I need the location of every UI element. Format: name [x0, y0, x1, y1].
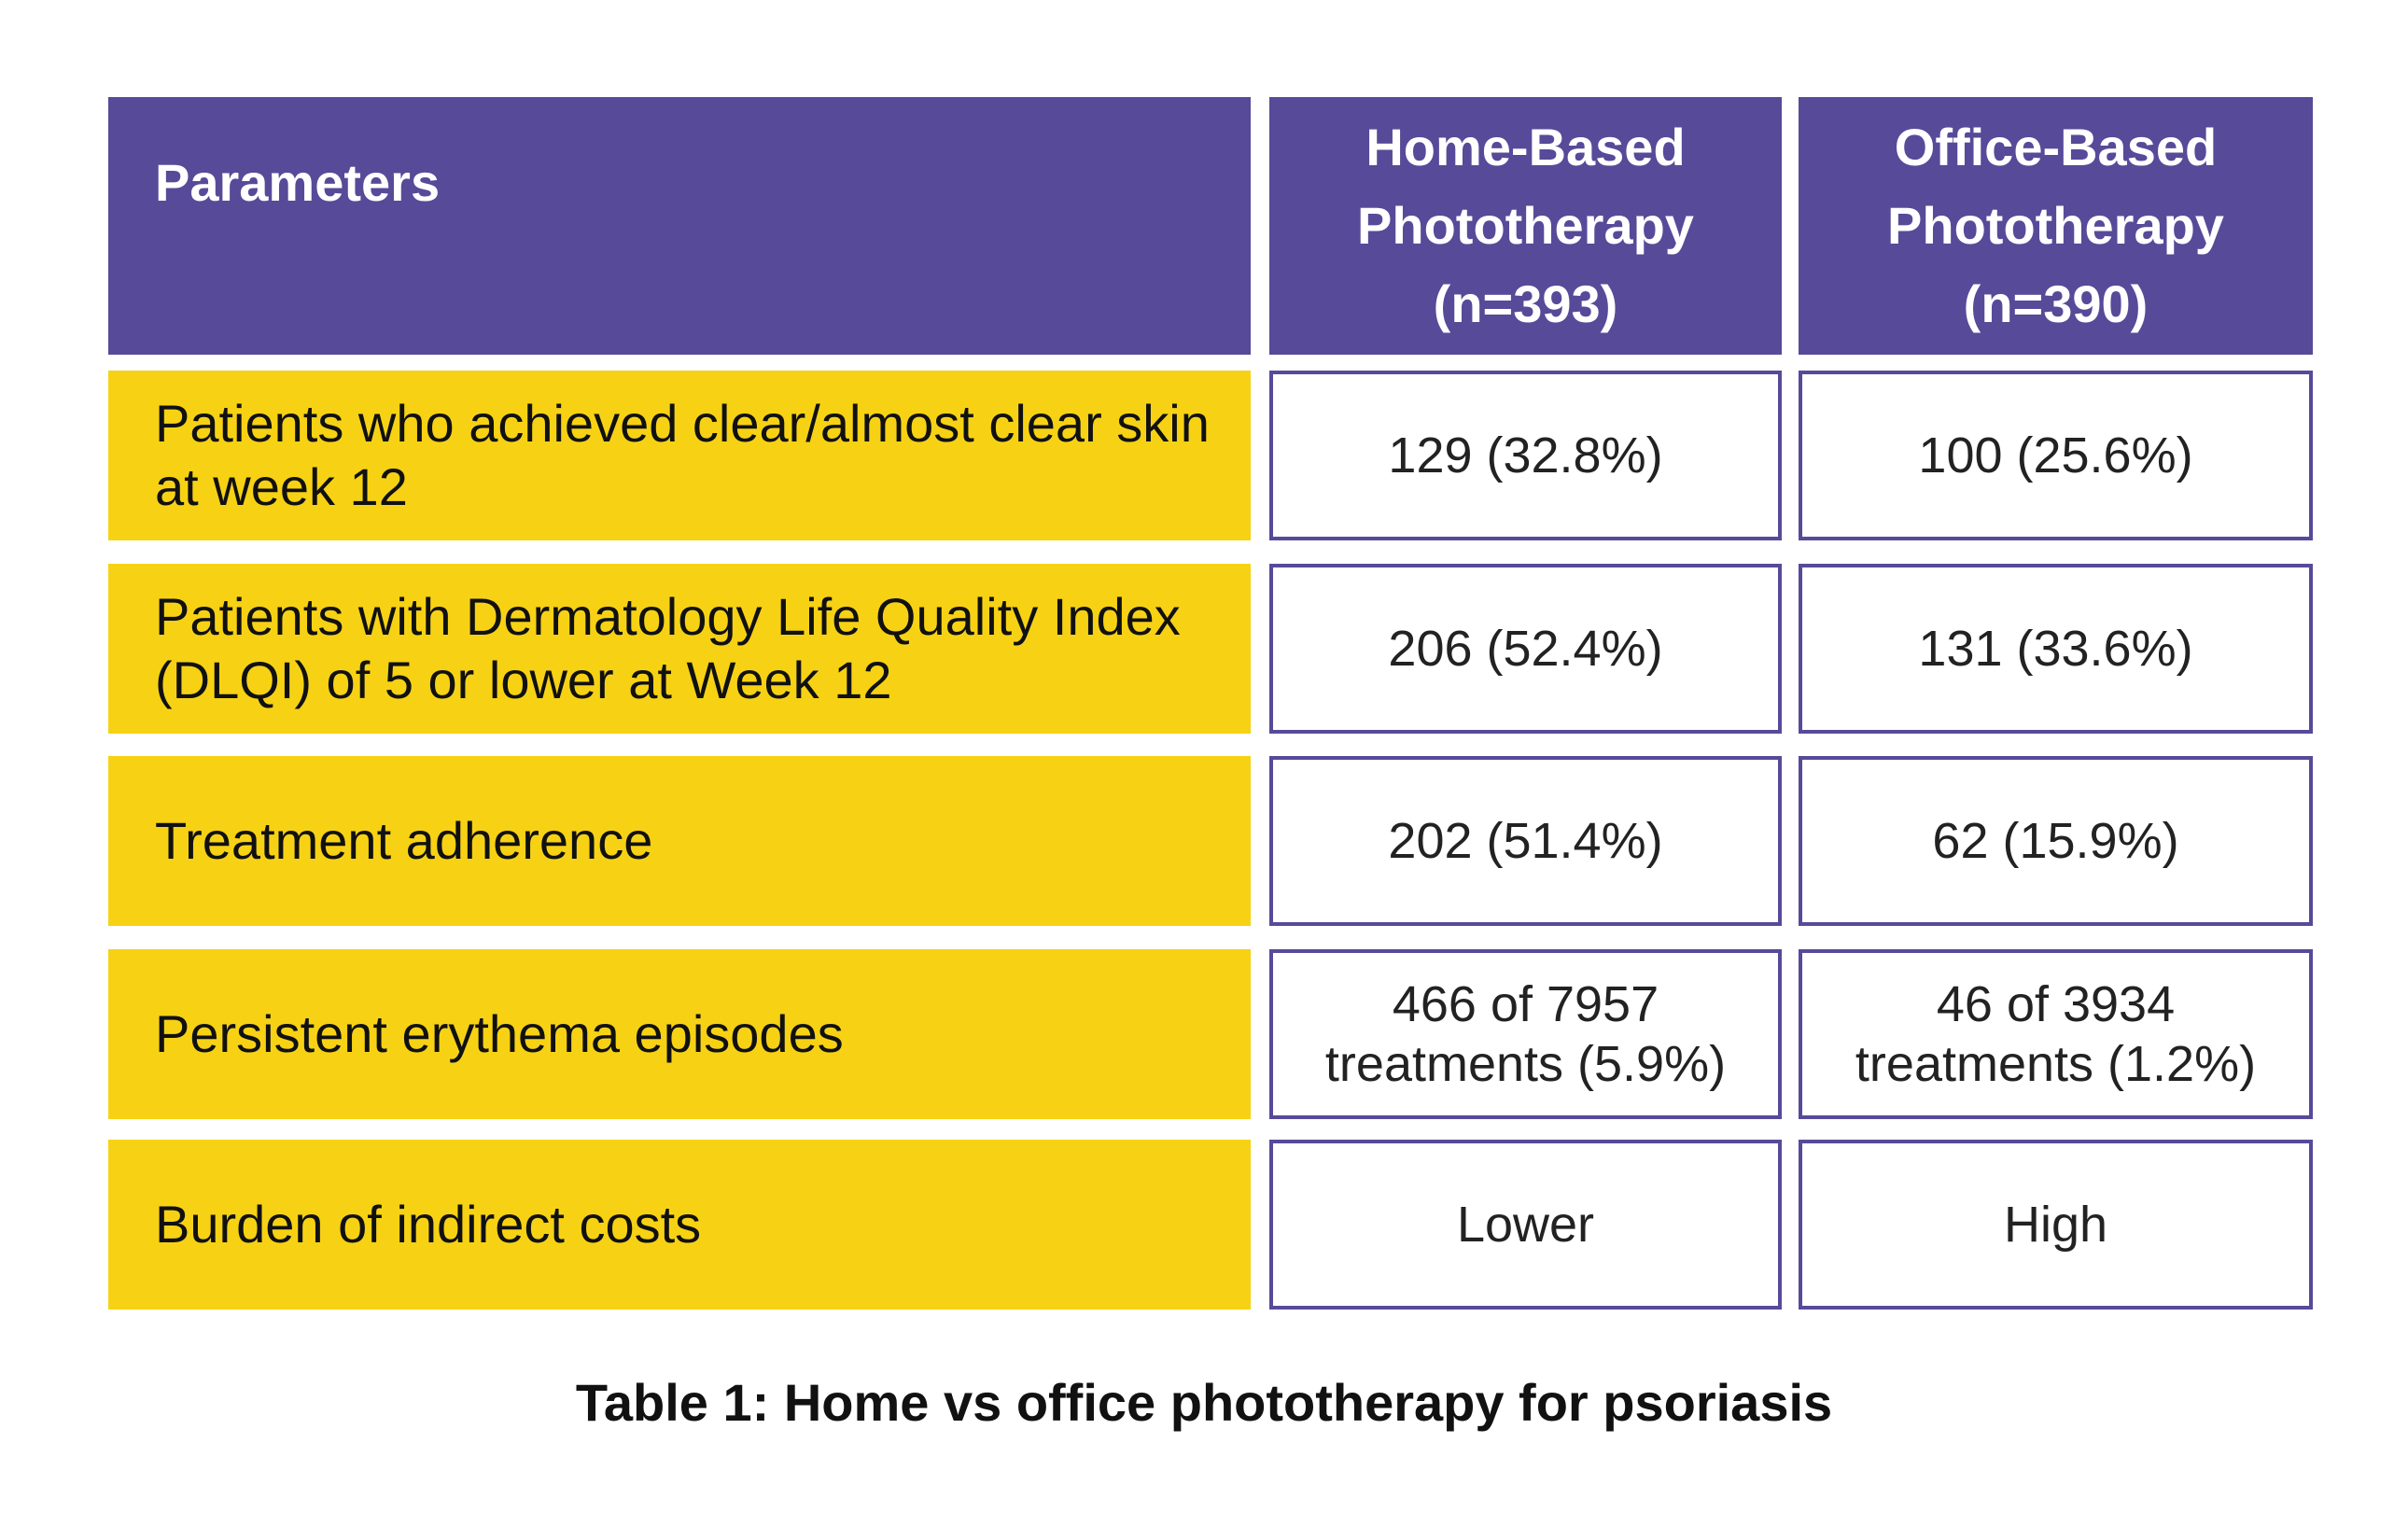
row-label: Burden of indirect costs: [108, 1140, 1251, 1310]
header-office-based: Office-Based Phototherapy (n=390): [1799, 97, 2313, 355]
office-value: High: [1799, 1140, 2313, 1310]
home-value: Lower: [1269, 1140, 1782, 1310]
row-label: Patients with Dermatology Life Quality I…: [108, 564, 1251, 734]
office-value: 100 (25.6%): [1799, 371, 2313, 540]
office-value: 46 of 3934 treatments (1.2%): [1799, 949, 2313, 1119]
row-label: Persistent erythema episodes: [108, 949, 1251, 1119]
table-caption: Table 1: Home vs office phototherapy for…: [575, 1373, 1833, 1432]
home-value: 206 (52.4%): [1269, 564, 1782, 734]
office-value: 62 (15.9%): [1799, 756, 2313, 926]
header-home-based: Home-Based Phototherapy (n=393): [1269, 97, 1782, 355]
row-label: Treatment adherence: [108, 756, 1251, 926]
office-value: 131 (33.6%): [1799, 564, 2313, 734]
home-value: 202 (51.4%): [1269, 756, 1782, 926]
row-label: Patients who achieved clear/almost clear…: [108, 371, 1251, 540]
home-value: 466 of 7957 treatments (5.9%): [1269, 949, 1782, 1119]
home-value: 129 (32.8%): [1269, 371, 1782, 540]
header-parameters: Parameters: [108, 97, 1251, 355]
